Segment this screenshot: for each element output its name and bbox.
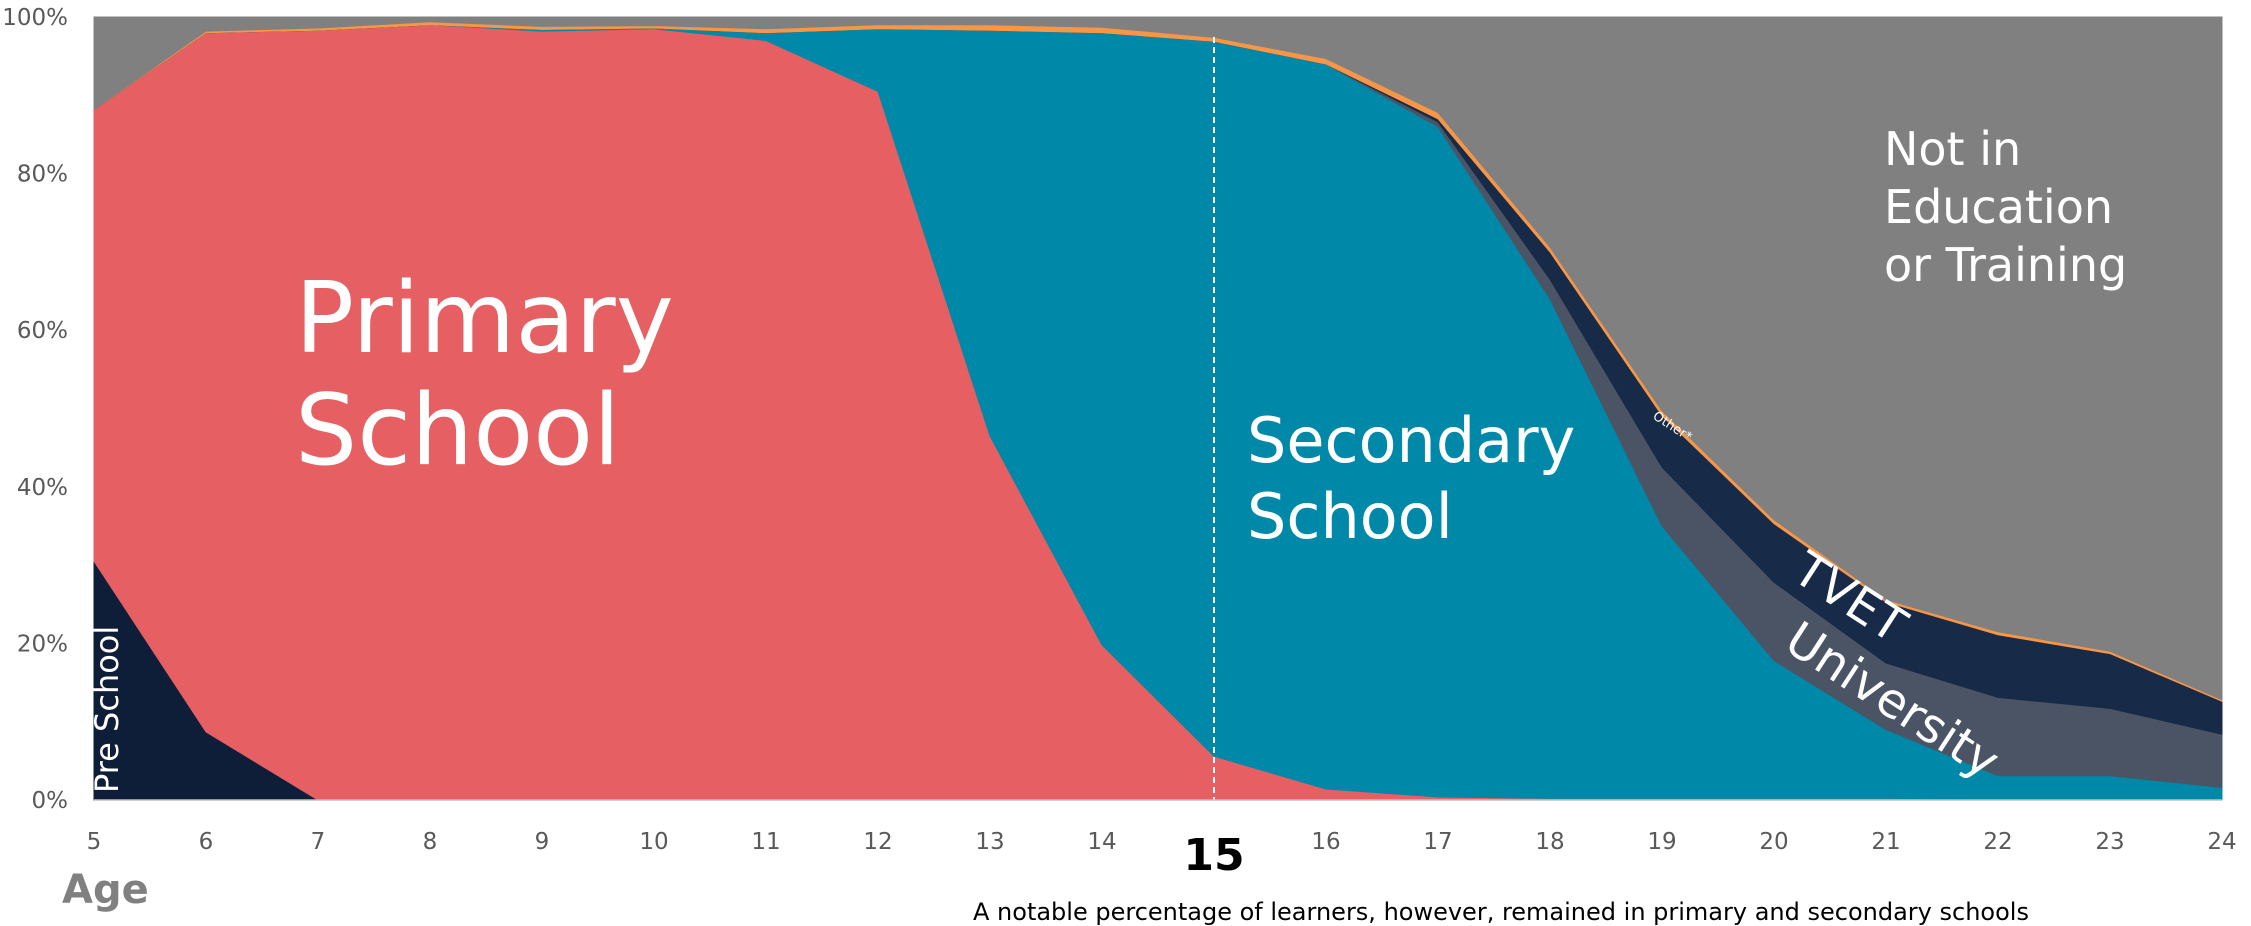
x-tick-label: 24 — [2207, 829, 2236, 855]
x-tick-label: 17 — [1423, 829, 1452, 855]
y-tick-label: 40% — [17, 475, 68, 501]
x-tick-label: 10 — [639, 829, 668, 855]
y-tick-label: 80% — [17, 162, 68, 188]
label-primary-line-2: School — [295, 374, 620, 488]
label-secondary-line-1: Secondary — [1247, 404, 1575, 477]
x-tick-label: 7 — [311, 829, 326, 855]
area-labels: Primary School Secondary School Not in E… — [88, 122, 2128, 793]
label-pre-school: Pre School — [88, 626, 126, 793]
chart-areas — [93, 16, 2223, 801]
label-not-in-education: Not in Education or Training — [1884, 122, 2128, 292]
x-tick-label: 11 — [751, 829, 780, 855]
label-neet-line-2: Education — [1884, 180, 2113, 234]
label-neet-line-3: or Training — [1884, 238, 2127, 292]
x-tick-label: 13 — [975, 829, 1004, 855]
label-primary-line-1: Primary — [295, 262, 674, 376]
y-tick-label: 100% — [2, 5, 68, 31]
x-tick-label: 14 — [1087, 829, 1116, 855]
x-tick-label: 20 — [1759, 829, 1788, 855]
x-tick-label: 23 — [2095, 829, 2124, 855]
label-secondary-line-2: School — [1247, 480, 1453, 553]
area-not-in-education-or-training — [93, 16, 2223, 701]
y-tick-label: 60% — [17, 318, 68, 344]
y-tick-label: 20% — [17, 631, 68, 657]
x-tick-label: 16 — [1311, 829, 1340, 855]
x-tick-label: 18 — [1535, 829, 1564, 855]
y-axis: 0% 20% 40% 60% 80% 100% — [2, 5, 68, 814]
x-tick-label: 8 — [423, 829, 438, 855]
label-secondary-school: Secondary School — [1247, 404, 1595, 553]
x-axis: 5 6 7 8 9 10 11 12 13 14 15 16 17 18 19 20 21 22 23 24 — [87, 799, 2237, 881]
x-tick-label: 21 — [1871, 829, 1900, 855]
x-tick-label: 19 — [1647, 829, 1676, 855]
x-axis-title: Age — [62, 867, 149, 913]
y-tick-label: 0% — [32, 788, 69, 814]
label-primary-school: Primary School — [295, 262, 705, 488]
x-tick-label-highlight: 15 — [1183, 830, 1244, 881]
caption-note: A notable percentage of learners, howeve… — [973, 898, 2029, 926]
x-tick-label: 12 — [863, 829, 892, 855]
x-tick-label: 9 — [535, 829, 550, 855]
x-tick-label: 5 — [87, 829, 102, 855]
x-tick-label: 22 — [1983, 829, 2012, 855]
x-tick-label: 6 — [199, 829, 214, 855]
label-neet-line-1: Not in — [1884, 122, 2021, 176]
